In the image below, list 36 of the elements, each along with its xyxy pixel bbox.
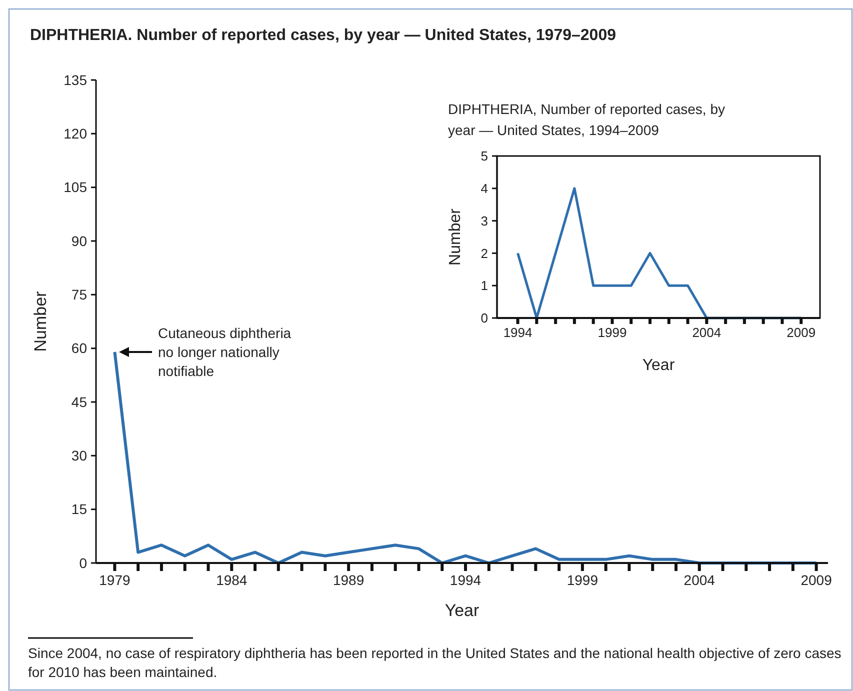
- y-tick-label: 2: [480, 246, 488, 261]
- x-tick-label: 1999: [598, 325, 627, 340]
- x-tick-label: 1999: [566, 572, 598, 588]
- y-tick-label: 3: [480, 213, 488, 228]
- x-tick-label: 1989: [332, 572, 364, 588]
- x-axis-title: Year: [444, 601, 480, 620]
- text: Since 2004, no case of respiratory diphtheria has been reported in the United States and the national health objective of zero cases for 2010 has been maintained.: [28, 645, 842, 680]
- chart-title: DIPHTHERIA, Number of reported cases, by year — United States, 1994–2009: [448, 101, 725, 138]
- y-tick-label: 0: [480, 310, 488, 326]
- y-tick-label: 135: [64, 72, 88, 88]
- y-tick-label: 0: [79, 554, 88, 571]
- x-tick-label: 1979: [99, 572, 130, 588]
- y-tick-label: 30: [71, 448, 88, 464]
- y-tick-label: 75: [71, 286, 88, 303]
- y-tick-label: 105: [64, 179, 88, 196]
- y-tick-label: 120: [64, 126, 88, 142]
- y-tick-label: 60: [71, 340, 88, 356]
- x-tick-label: 2004: [692, 325, 722, 340]
- y-tick-label: 5: [480, 148, 488, 164]
- y-tick-label: 4: [480, 180, 488, 196]
- x-tick-label: 1984: [216, 572, 248, 588]
- x-tick-label: 1994: [503, 325, 532, 340]
- x-tick-label: 2009: [786, 325, 816, 340]
- line-series: [516, 187, 802, 320]
- chart-title: DIPHTHERIA. Number of reported cases, by year — United States, 1979–2009: [30, 27, 616, 44]
- x-axis-title: Year: [642, 357, 676, 374]
- annotation: Cutaneous diphtheria no longer nationally notifiable: [158, 325, 292, 379]
- x-tick-label: 2009: [800, 572, 832, 588]
- y-tick-label: 15: [71, 501, 88, 518]
- y-axis-title: Number: [31, 290, 50, 352]
- y-tick-label: 45: [71, 394, 88, 410]
- x-tick-label: 2004: [684, 572, 716, 588]
- x-tick-label: 1994: [450, 572, 482, 588]
- y-axis-title: Number: [447, 208, 464, 266]
- y-tick-label: 90: [71, 232, 88, 249]
- y-tick-label: 1: [480, 278, 488, 294]
